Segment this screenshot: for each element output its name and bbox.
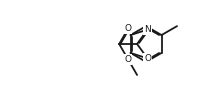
Text: O: O bbox=[125, 55, 132, 64]
Text: O: O bbox=[144, 54, 151, 63]
Text: O: O bbox=[125, 24, 132, 33]
Text: N: N bbox=[144, 25, 151, 34]
